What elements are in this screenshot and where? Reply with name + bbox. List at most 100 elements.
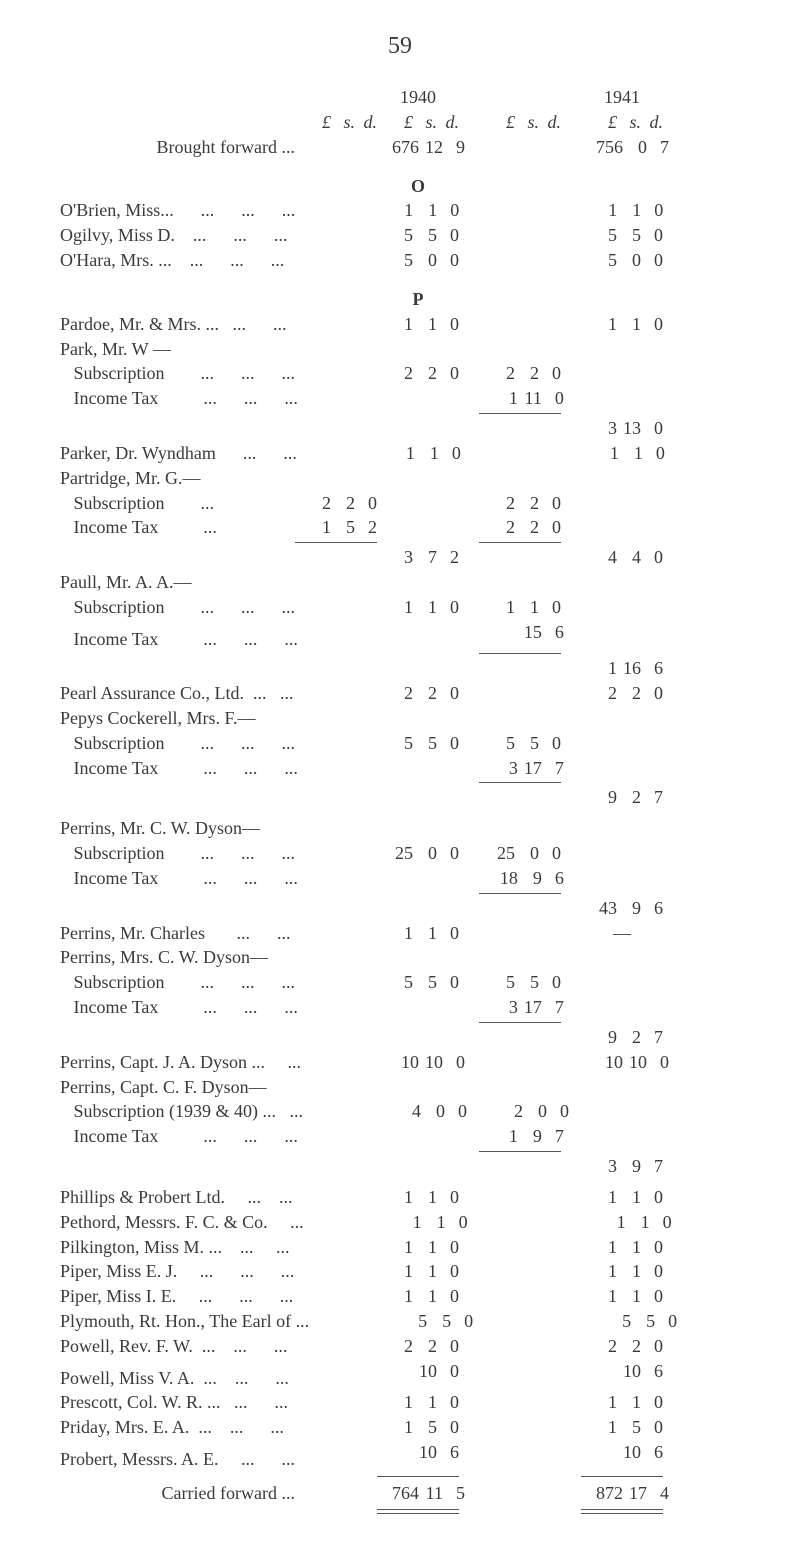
label-pearl: Pearl Assurance Co., Ltd. ... ...: [60, 681, 295, 706]
label-park: Park, Mr. W —: [60, 337, 295, 362]
row-part_inc: Income Tax ...152220: [60, 515, 740, 540]
row-paull: Paull, Mr. A. A.—: [60, 570, 740, 595]
row-park: Park, Mr. W —: [60, 337, 740, 362]
cf-d-s: 17: [623, 1481, 647, 1506]
label-perrins_mrs_inc: Income Tax ... ... ...: [60, 995, 298, 1020]
row-pepys_sub: Subscription ... ... ...550550: [60, 731, 740, 756]
col-b-s: s.: [413, 110, 437, 135]
label-perrins_cf_sub: Subscription (1939 & 40) ... ...: [60, 1099, 303, 1124]
col-c-L: £: [479, 110, 515, 135]
label-probert: Probert, Messrs. A. E. ... ...: [60, 1447, 295, 1472]
label-part_sub: Subscription ...: [60, 491, 295, 516]
row-perrins_cf_inc: Income Tax ... ... ...197: [60, 1124, 740, 1149]
row-piper_ej: Piper, Miss E. J. ... ... ...110110: [60, 1259, 740, 1284]
row-perrins_mrs_inc: Income Tax ... ... ...3177: [60, 995, 740, 1020]
row-paull_inc: Income Tax ... ... ...156: [60, 620, 740, 652]
lsd-header-row: £ s. d. £ s. d. £ s. d. £ s. d.: [60, 110, 740, 135]
label-pepys_inc: Income Tax ... ... ...: [60, 756, 298, 781]
label-paull_inc: Income Tax ... ... ...: [60, 627, 298, 652]
label-paull: Paull, Mr. A. A.—: [60, 570, 295, 595]
label-pepys_sub: Subscription ... ... ...: [60, 731, 295, 756]
col-d-L: £: [581, 110, 617, 135]
row-perrins_mrs_tot: 927: [60, 1025, 740, 1050]
row-plymouth: Plymouth, Rt. Hon., The Earl of ...55055…: [60, 1309, 740, 1334]
label-park_inc: Income Tax ... ... ...: [60, 386, 298, 411]
row-perrins_cw_tot: 4396: [60, 896, 740, 921]
row-paull_sub: Subscription ... ... ...110110: [60, 595, 740, 620]
label-perrins_mrs: Perrins, Mrs. C. W. Dyson—: [60, 945, 295, 970]
row-park_tot: 3130: [60, 416, 740, 441]
label-pilk: Pilkington, Miss M. ... ... ...: [60, 1235, 295, 1260]
row-pepys: Pepys Cockerell, Mrs. F.—: [60, 706, 740, 731]
row-park_inc: Income Tax ... ... ...1110: [60, 386, 740, 411]
label-partridge: Partridge, Mr. G.—: [60, 466, 295, 491]
row-park_sub: Subscription ... ... ...220220: [60, 361, 740, 386]
row-pethord: Pethord, Messrs. F. C. & Co. ...110110: [60, 1210, 740, 1235]
year-1941: 1941: [581, 85, 663, 110]
label-parker: Parker, Dr. Wyndham ... ...: [60, 441, 297, 466]
section-o-letter: O: [377, 174, 459, 199]
label-perrins_cw_inc: Income Tax ... ... ...: [60, 866, 298, 891]
row-perrins_capt_ja: Perrins, Capt. J. A. Dyson ... ...101001…: [60, 1050, 740, 1075]
row-perrins_cw_sub: Subscription ... ... ...25002500: [60, 841, 740, 866]
row-partridge: Partridge, Mr. G.—: [60, 466, 740, 491]
label-part_inc: Income Tax ...: [60, 515, 295, 540]
label-perrins_cw: Perrins, Mr. C. W. Dyson—: [60, 816, 295, 841]
year-header-row: 1940 1941: [60, 85, 740, 110]
row-powell_fw: Powell, Rev. F. W. ... ... ...220220: [60, 1334, 740, 1359]
brought-forward-row: Brought forward ... 676 12 9 756 0 7: [60, 135, 740, 160]
bf-b-s: 12: [419, 135, 443, 160]
cf-b-d: 5: [443, 1481, 465, 1506]
rule-c: [60, 653, 740, 654]
label-powell_va: Powell, Miss V. A. ... ... ...: [60, 1366, 295, 1391]
cf-d-d: 4: [647, 1481, 669, 1506]
col-c-d: d.: [539, 110, 561, 135]
label-perrins_capt_ja: Perrins, Capt. J. A. Dyson ... ...: [60, 1050, 301, 1075]
row-perrins_capt_cf: Perrins, Capt. C. F. Dyson—: [60, 1075, 740, 1100]
label-park_sub: Subscription ... ... ...: [60, 361, 295, 386]
label-pardoe: Pardoe, Mr. & Mrs. ... ... ...: [60, 312, 295, 337]
label-plymouth: Plymouth, Rt. Hon., The Earl of ...: [60, 1309, 309, 1334]
label-ogilvy: Ogilvy, Miss D. ... ... ...: [60, 223, 295, 248]
label-powell_fw: Powell, Rev. F. W. ... ... ...: [60, 1334, 295, 1359]
row-pilk: Pilkington, Miss M. ... ... ...110110: [60, 1235, 740, 1260]
label-perrins_capt_cf: Perrins, Capt. C. F. Dyson—: [60, 1075, 295, 1100]
row-paull_tot: 1166: [60, 656, 740, 681]
label-obrien: O'Brien, Miss... ... ... ...: [60, 198, 295, 223]
row-perrins_ch: Perrins, Mr. Charles ... ...110—: [60, 921, 740, 946]
brought-forward-label: Brought forward ...: [60, 135, 301, 160]
col-d-d: d.: [641, 110, 663, 135]
rule-c: [60, 782, 740, 783]
rule-a: [60, 542, 740, 543]
col-c-s: s.: [515, 110, 539, 135]
row-part_sub: Subscription ...220220: [60, 491, 740, 516]
row-perrins_mrs: Perrins, Mrs. C. W. Dyson—: [60, 945, 740, 970]
label-pethord: Pethord, Messrs. F. C. & Co. ...: [60, 1210, 304, 1235]
row-obrien: O'Brien, Miss... ... ... ...110110: [60, 198, 740, 223]
carried-forward-row: Carried forward ... 764 11 5 872 17 4: [60, 1481, 740, 1506]
row-pepys_tot: 927: [60, 785, 740, 810]
row-probert: Probert, Messrs. A. E. ... ...106106: [60, 1440, 740, 1472]
cf-b-L: 764: [383, 1481, 419, 1506]
row-perrins_cw_inc: Income Tax ... ... ...1896: [60, 866, 740, 891]
label-piper_ej: Piper, Miss E. J. ... ... ...: [60, 1259, 295, 1284]
rule-c: [60, 893, 740, 894]
bf-d-s: 0: [623, 135, 647, 160]
row-perrins_cw: Perrins, Mr. C. W. Dyson—: [60, 816, 740, 841]
row-pepys_inc: Income Tax ... ... ...3177: [60, 756, 740, 781]
year-1940: 1940: [377, 85, 459, 110]
page-number: 59: [60, 30, 740, 63]
label-perrins_cw_sub: Subscription ... ... ...: [60, 841, 295, 866]
row-ohara: O'Hara, Mrs. ... ... ... ...500500: [60, 248, 740, 273]
row-priday: Priday, Mrs. E. A. ... ... ...150150: [60, 1415, 740, 1440]
section-p-row: P: [60, 287, 740, 312]
col-d-s: s.: [617, 110, 641, 135]
row-ogilvy: Ogilvy, Miss D. ... ... ...550550: [60, 223, 740, 248]
carried-bottom-rule: [60, 1509, 740, 1514]
row-part_tot: 372440: [60, 545, 740, 570]
label-priday: Priday, Mrs. E. A. ... ... ...: [60, 1415, 295, 1440]
row-pearl: Pearl Assurance Co., Ltd. ... ...220220: [60, 681, 740, 706]
label-piper_ie: Piper, Miss I. E. ... ... ...: [60, 1284, 295, 1309]
label-perrins_mrs_sub: Subscription ... ... ...: [60, 970, 295, 995]
cf-b-s: 11: [419, 1481, 443, 1506]
